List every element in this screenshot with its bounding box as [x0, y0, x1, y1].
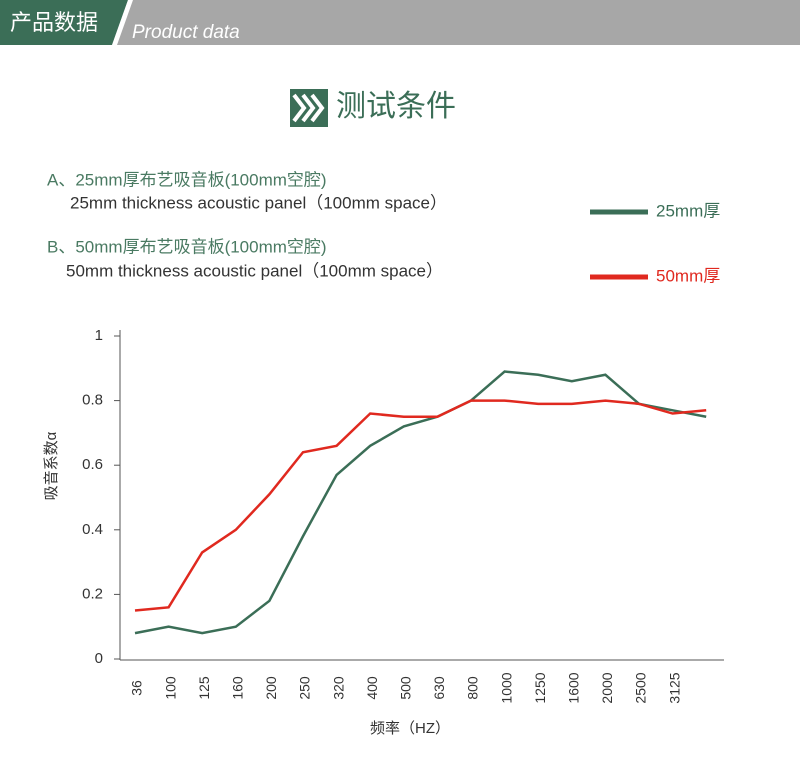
condition-label: A、25mm厚布艺吸音板(100mm空腔) [47, 170, 327, 189]
x-tick-label: 200 [263, 676, 279, 700]
y-tick-label: 0.2 [82, 585, 103, 602]
y-axis-title: 吸音系数α [43, 431, 60, 500]
title-icon-chevron [310, 93, 325, 123]
y-tick-label: 0.8 [82, 392, 103, 409]
data-line [134, 399, 707, 612]
header-tab [0, 0, 128, 45]
x-tick-label: 36 [129, 680, 145, 696]
x-tick-label: 2000 [599, 672, 615, 703]
condition-label: B、50mm厚布艺吸音板(100mm空腔) [47, 237, 327, 256]
x-tick-label: 100 [162, 676, 178, 700]
x-axis-title: 频率（HZ） [370, 720, 450, 737]
y-tick-label: 0.4 [82, 521, 103, 538]
x-tick-label: 160 [230, 676, 246, 700]
x-tick-label: 2500 [633, 672, 649, 703]
x-tick-label: 3125 [666, 672, 682, 703]
x-tick-label: 1000 [498, 672, 514, 703]
header-title: 产品数据 [10, 10, 98, 35]
x-tick-label: 400 [364, 676, 380, 700]
condition-english: 50mm thickness acoustic panel（100mm spac… [66, 261, 443, 280]
header-divider [112, 0, 133, 45]
x-tick-label: 320 [330, 676, 346, 700]
legend-label: 25mm厚 [656, 201, 720, 220]
title-icon-chevron [292, 93, 307, 123]
section-title: 测试条件 [336, 90, 456, 123]
y-tick-label: 0 [95, 650, 103, 667]
title-icon-chevron [301, 93, 316, 123]
y-tick-label: 0.6 [82, 456, 103, 473]
x-tick-label: 125 [196, 676, 212, 700]
header-bar [0, 0, 800, 45]
y-tick-label: 1 [95, 327, 103, 344]
x-tick-label: 1600 [566, 672, 582, 703]
header-subtitle: Product data [132, 22, 240, 43]
x-tick-label: 800 [465, 676, 481, 700]
legend-label: 50mm厚 [656, 266, 720, 285]
x-tick-label: 630 [431, 676, 447, 700]
x-tick-label: 1250 [532, 672, 548, 703]
data-line [134, 370, 707, 635]
x-tick-label: 500 [398, 676, 414, 700]
condition-english: 25mm thickness acoustic panel（100mm spac… [70, 193, 447, 212]
x-tick-label: 250 [297, 676, 313, 700]
